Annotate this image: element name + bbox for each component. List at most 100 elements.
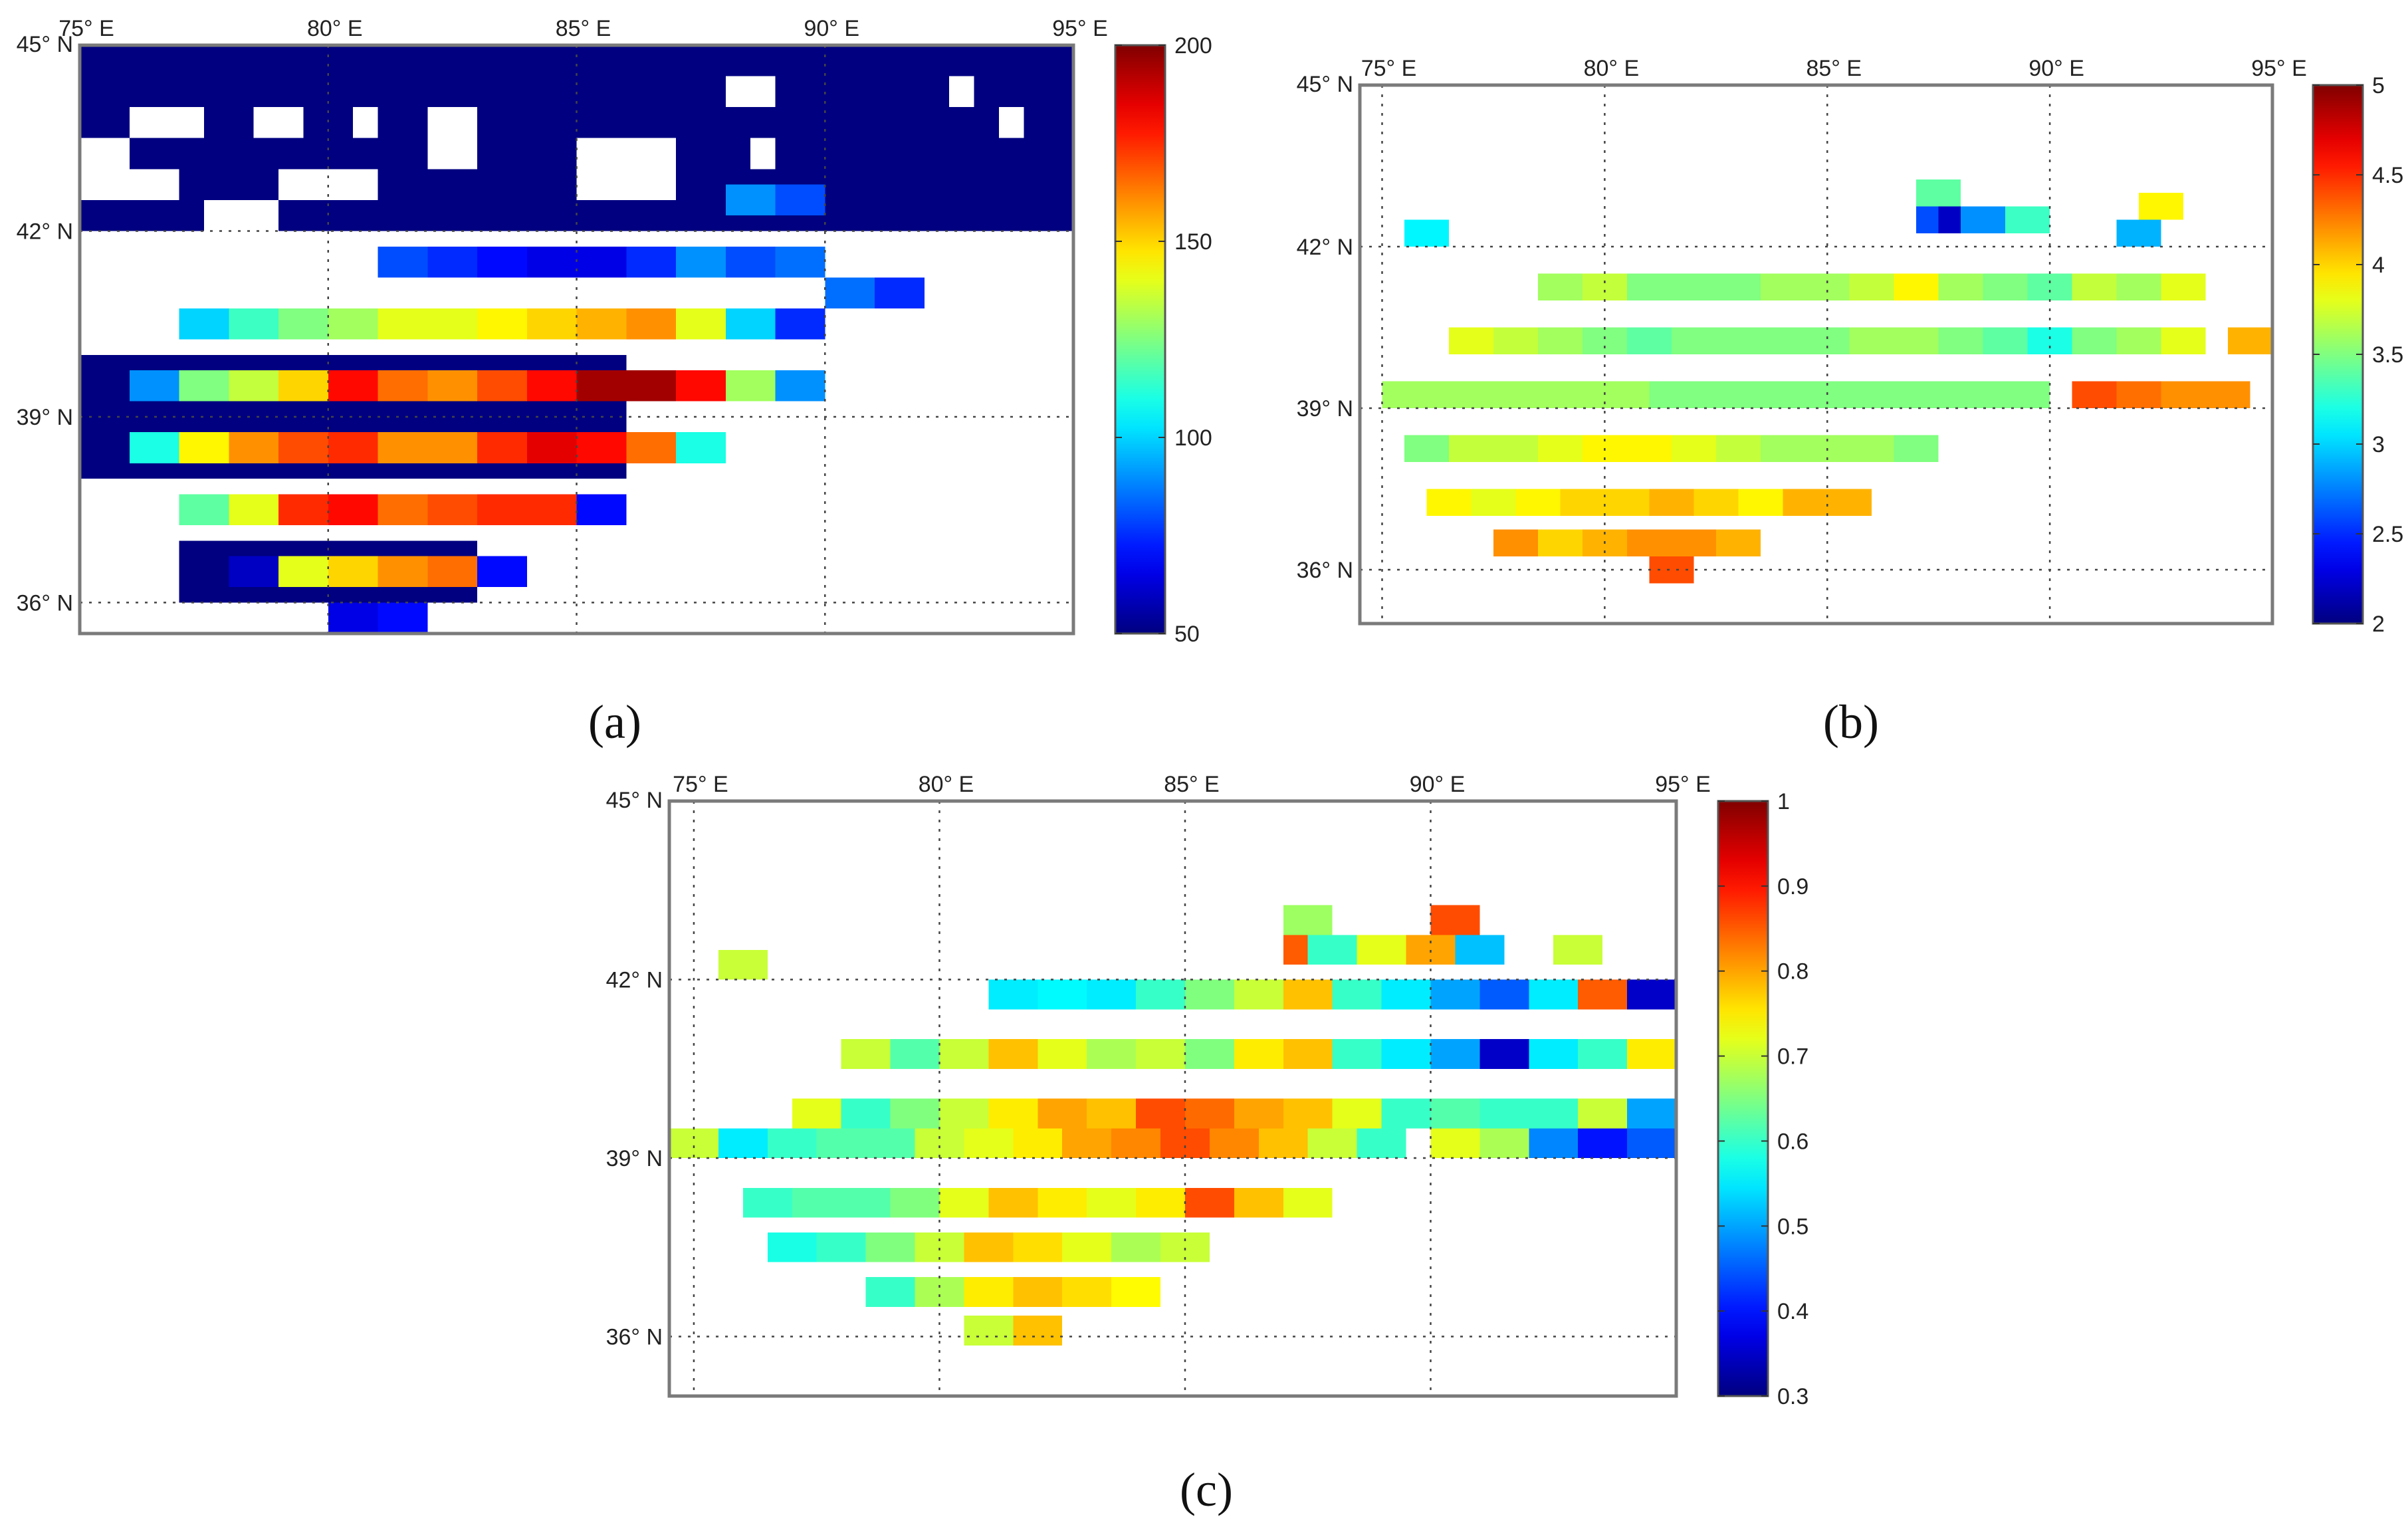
heatmap-cell	[2116, 273, 2161, 300]
heatmap-cell	[1983, 273, 2028, 300]
colorbar-label: 2.5	[2372, 522, 2403, 547]
panel-caption: (c)	[1180, 1463, 1233, 1516]
x-tick-label: 75° E	[58, 16, 114, 41]
heatmap-cell	[1448, 327, 1493, 354]
heatmap-cell	[576, 370, 627, 402]
heatmap-cell	[477, 556, 527, 588]
heatmap-cell	[278, 556, 328, 588]
colorbar-label: 150	[1174, 229, 1212, 255]
heatmap-cell	[865, 1277, 915, 1307]
heatmap-cell	[1382, 381, 1427, 408]
heatmap-cell	[1961, 206, 2006, 233]
y-tick-label: 42° N	[606, 968, 663, 993]
heatmap-cell	[1471, 381, 1516, 408]
heatmap-cell	[1184, 1187, 1234, 1218]
heatmap-cell	[2161, 327, 2206, 354]
heatmap-cell	[1537, 529, 1583, 556]
x-tick-label: 85° E	[1164, 772, 1220, 797]
heatmap-cell	[915, 1128, 964, 1158]
heatmap-cell	[427, 246, 477, 278]
colorbar-label: 4.5	[2372, 163, 2403, 188]
heatmap-cell	[1529, 1098, 1579, 1129]
heatmap-cell	[229, 308, 278, 340]
colorbar-label: 1	[1777, 789, 1790, 814]
heatmap-cell	[1738, 489, 1783, 516]
heatmap-cell	[1553, 935, 1603, 965]
panel-caption: (a)	[588, 695, 641, 749]
heatmap-cell	[1715, 435, 1761, 462]
heatmap-cell	[742, 1187, 792, 1218]
heatmap-cell	[1283, 1039, 1333, 1069]
heatmap-cell	[890, 1039, 940, 1069]
heatmap-cell	[1626, 529, 1672, 556]
heatmap-cell	[1715, 273, 1761, 300]
heatmap-cell	[792, 1098, 841, 1129]
heatmap-cell	[1626, 327, 1672, 354]
heatmap-cell	[1849, 273, 1894, 300]
heatmap-cell	[1332, 1039, 1382, 1069]
nodata-block	[129, 107, 179, 138]
heatmap-cell	[1136, 1098, 1185, 1129]
heatmap-cell	[179, 308, 229, 340]
plot-frame	[78, 43, 1075, 636]
heatmap-cell	[1938, 273, 1983, 300]
heatmap-cell	[427, 432, 477, 463]
colorbar-label: 0.7	[1777, 1044, 1808, 1070]
heatmap-cell	[718, 949, 768, 980]
heatmap-cell	[229, 432, 278, 463]
heatmap-cell	[278, 432, 328, 463]
heatmap-cell	[328, 308, 378, 340]
heatmap-cell	[1234, 1098, 1283, 1129]
heatmap-cell	[2027, 327, 2072, 354]
heatmap-cell	[179, 432, 229, 463]
heatmap-cell	[1038, 1039, 1087, 1069]
heatmap-cell	[915, 1277, 964, 1307]
y-tick-label: 39° N	[1297, 396, 1353, 421]
heatmap-cell	[1715, 529, 1761, 556]
heatmap-cell	[1479, 979, 1529, 1010]
heatmap-cell	[676, 246, 726, 278]
x-tick-label: 90° E	[2028, 56, 2084, 81]
heatmap-cell	[725, 370, 776, 402]
heatmap-cell	[1430, 1128, 1480, 1158]
heatmap-cell	[278, 308, 328, 340]
heatmap-cell	[865, 1232, 915, 1262]
heatmap-cell	[1013, 1316, 1063, 1346]
y-tick-label: 42° N	[17, 219, 73, 244]
heatmap-cell	[775, 308, 825, 340]
heatmap-cell	[841, 1187, 891, 1218]
heatmap-cell	[1582, 273, 1627, 300]
heatmap-cell	[328, 556, 378, 588]
heatmap-cell	[1604, 489, 1650, 516]
heatmap-cell	[378, 494, 428, 525]
nodata-block	[104, 169, 179, 200]
heatmap-cell	[1894, 273, 1939, 300]
heatmap-cell	[427, 370, 477, 402]
heatmap-cell	[1426, 381, 1472, 408]
panel-a: 75° E 80° E 85° E 90° E 95° E 45° N 42° N 39° N…	[17, 16, 1212, 749]
heatmap-cell	[725, 246, 776, 278]
heatmap-cell	[1671, 327, 1716, 354]
heatmap-cell	[2116, 327, 2161, 354]
heatmap-cell	[1627, 979, 1676, 1010]
heatmap-cells	[1382, 179, 2272, 584]
heatmap-cell	[1537, 273, 1583, 300]
plot-frame	[667, 799, 1678, 1398]
heatmap-cell	[1234, 979, 1283, 1010]
heatmap-cell	[1283, 1098, 1333, 1129]
heatmap-cell	[1479, 1128, 1529, 1158]
heatmap-cell	[1062, 1232, 1112, 1262]
heatmap-cell	[1087, 979, 1137, 1010]
heatmap-cell	[1578, 1128, 1628, 1158]
heatmap-cell	[1560, 489, 1605, 516]
heatmap-cell	[1111, 1277, 1161, 1307]
heatmap-cell	[229, 370, 278, 402]
heatmap-cell	[1430, 1039, 1480, 1069]
heatmap-cell	[875, 277, 925, 308]
heatmap-cell	[816, 1128, 866, 1158]
heatmap-cell	[1627, 1128, 1676, 1158]
y-tick-label: 36° N	[606, 1325, 663, 1350]
heatmap-cell	[1448, 435, 1493, 462]
heatmap-cell	[2072, 381, 2117, 408]
heatmap-cell	[1783, 381, 1828, 408]
